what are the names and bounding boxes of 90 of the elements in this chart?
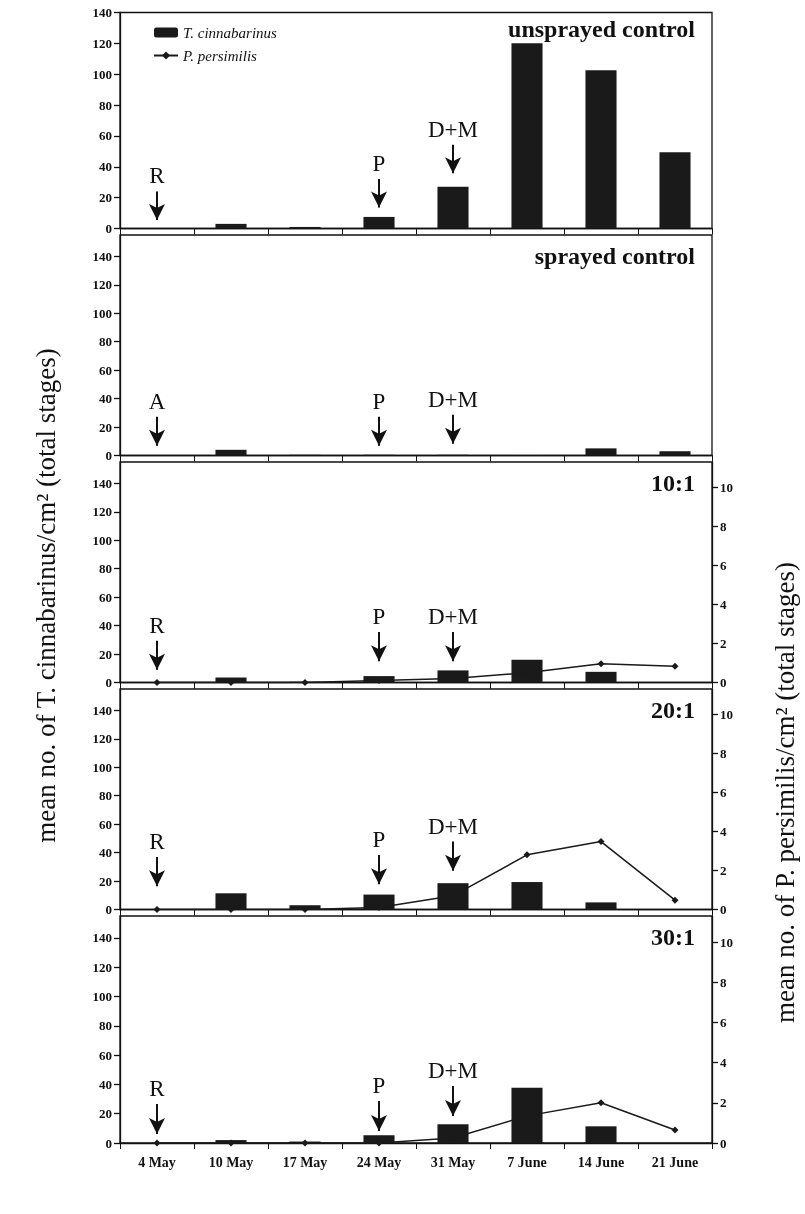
y2-tick-label: 8 <box>720 745 727 761</box>
y2-tick-label: 10 <box>720 706 733 722</box>
x-tick-label: 17 May <box>282 1154 328 1170</box>
y2-tick-label: 6 <box>720 784 727 800</box>
y-tick-label: 0 <box>105 675 112 690</box>
y-tick-label: 60 <box>99 128 112 144</box>
chart-title: 30:1 <box>651 924 696 950</box>
y-tick-label: 20 <box>99 873 112 889</box>
x-tick-label: 21 June <box>651 1154 699 1170</box>
y-tick-label: 0 <box>105 1135 112 1151</box>
annotation: D+M <box>427 603 479 629</box>
y-tick-label: 100 <box>92 305 112 321</box>
y-tick-label: 60 <box>99 589 112 605</box>
y-tick-label: 0 <box>105 221 112 236</box>
y-tick-label: 40 <box>99 159 112 175</box>
annotation: P <box>372 1073 386 1098</box>
y2-tick-label: 6 <box>720 557 727 573</box>
y2-tick-label: 2 <box>720 1095 727 1111</box>
x-tick-label: 7 June <box>507 1154 547 1170</box>
annotation: R <box>149 612 166 638</box>
y-tick-label: 80 <box>99 1018 112 1034</box>
y2-tick-label: 10 <box>720 934 733 950</box>
y-tick-label: 20 <box>99 419 112 435</box>
y-tick-label: 80 <box>99 561 112 577</box>
y-tick-label: 100 <box>92 989 112 1005</box>
x-tick-label: 4 May <box>138 1154 176 1170</box>
annotation: D+M <box>427 116 479 142</box>
y-tick-label: 20 <box>99 190 112 206</box>
y-tick-label: 40 <box>99 845 112 861</box>
chart-title: sprayed control <box>534 243 696 269</box>
y-tick-label: 20 <box>99 1106 112 1122</box>
annotation: R <box>149 1076 166 1101</box>
y-tick-label: 60 <box>99 816 112 832</box>
annotation: D+M <box>427 386 479 412</box>
annotation: R <box>149 829 166 855</box>
y2-tick-label: 0 <box>720 675 727 690</box>
legend-label: P. persimilis <box>182 47 258 64</box>
y2-tick-label: 6 <box>720 1014 727 1030</box>
y2-tick-label: 4 <box>720 1055 727 1071</box>
y-tick-label: 0 <box>105 902 112 917</box>
annotation: D+M <box>427 813 479 839</box>
y-tick-label: 40 <box>99 391 112 407</box>
y-tick-label: 140 <box>92 930 112 946</box>
y-tick-label: 80 <box>99 97 112 113</box>
y-tick-label: 120 <box>92 731 112 747</box>
x-tick-label: 31 May <box>430 1154 476 1170</box>
y-tick-label: 80 <box>99 334 112 350</box>
y2-tick-label: 8 <box>720 974 727 990</box>
x-tick-label: 24 May <box>356 1154 402 1170</box>
y-tick-label: 40 <box>99 618 112 634</box>
y2-tick-label: 2 <box>720 862 727 878</box>
y-tick-label: 0 <box>105 448 112 463</box>
x-tick-label: 14 June <box>577 1154 625 1170</box>
y2-tick-label: 2 <box>720 635 727 651</box>
y-tick-label: 100 <box>92 759 112 775</box>
annotation: A <box>148 388 166 414</box>
y-tick-label: 140 <box>92 248 112 264</box>
y-tick-label: 140 <box>92 5 112 20</box>
y-tick-label: 120 <box>92 959 112 975</box>
annotation: R <box>149 163 166 189</box>
y-tick-label: 60 <box>99 362 112 378</box>
y2-axis-title: mean no. of P. persimilis/cm² (total stages) <box>769 561 801 1024</box>
y2-tick-label: 4 <box>720 823 727 839</box>
y-tick-label: 120 <box>92 277 112 293</box>
chart-title: unsprayed control <box>508 16 696 42</box>
legend-label: T. cinnabarinus <box>183 24 278 41</box>
y2-tick-label: 8 <box>720 518 727 534</box>
y-tick-label: 100 <box>92 532 112 548</box>
y-tick-label: 120 <box>92 504 112 520</box>
y2-tick-label: 4 <box>720 596 727 612</box>
y-axis-title: mean no. of T. cinnabarinus/cm² (total stages) <box>30 348 62 843</box>
annotation: P <box>372 151 386 177</box>
annotation: D+M <box>427 1058 479 1083</box>
chart-title: 20:1 <box>651 697 696 723</box>
y-tick-label: 20 <box>99 646 112 662</box>
y-tick-label: 120 <box>92 35 112 51</box>
y2-tick-label: 0 <box>720 902 727 917</box>
y-tick-label: 100 <box>92 66 112 82</box>
y2-tick-label: 10 <box>720 479 733 495</box>
annotation: P <box>372 388 386 414</box>
y2-tick-label: 0 <box>720 1135 727 1151</box>
y-tick-label: 80 <box>99 788 112 804</box>
y-tick-label: 40 <box>99 1076 112 1092</box>
annotation: P <box>372 827 386 853</box>
chart-title: 10:1 <box>651 470 696 496</box>
y-tick-label: 140 <box>92 475 112 491</box>
annotation: P <box>372 603 386 629</box>
y-tick-label: 140 <box>92 702 112 718</box>
x-tick-label: 10 May <box>208 1154 254 1170</box>
y-tick-label: 60 <box>99 1047 112 1063</box>
